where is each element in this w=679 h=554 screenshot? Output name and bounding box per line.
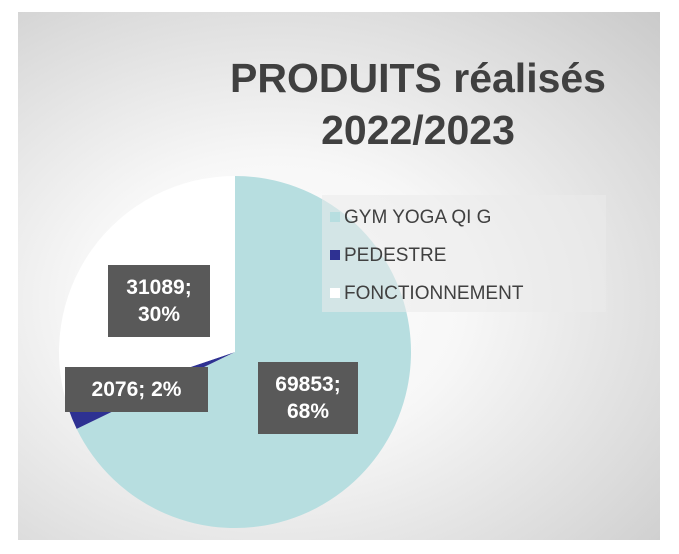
legend: GYM YOGA QI G PEDESTRE FONCTIONNEMENT xyxy=(322,195,606,312)
chart-title: PRODUITS réalisés 2022/2023 xyxy=(230,55,606,153)
legend-swatch xyxy=(330,250,340,260)
data-label: 2076; 2% xyxy=(65,367,208,412)
legend-label: GYM YOGA QI G xyxy=(344,207,492,228)
legend-item: FONCTIONNEMENT xyxy=(330,283,523,305)
data-label: 31089; 30% xyxy=(108,265,210,337)
legend-swatch xyxy=(330,288,340,298)
legend-swatch xyxy=(330,212,340,222)
legend-item: PEDESTRE xyxy=(330,245,446,267)
legend-label: FONCTIONNEMENT xyxy=(344,283,524,304)
chart-area: PRODUITS réalisés 2022/2023 GYM YOGA QI … xyxy=(18,12,660,540)
data-label: 69853; 68% xyxy=(258,362,358,434)
legend-item: GYM YOGA QI G xyxy=(330,207,491,229)
legend-label: PEDESTRE xyxy=(344,245,447,266)
